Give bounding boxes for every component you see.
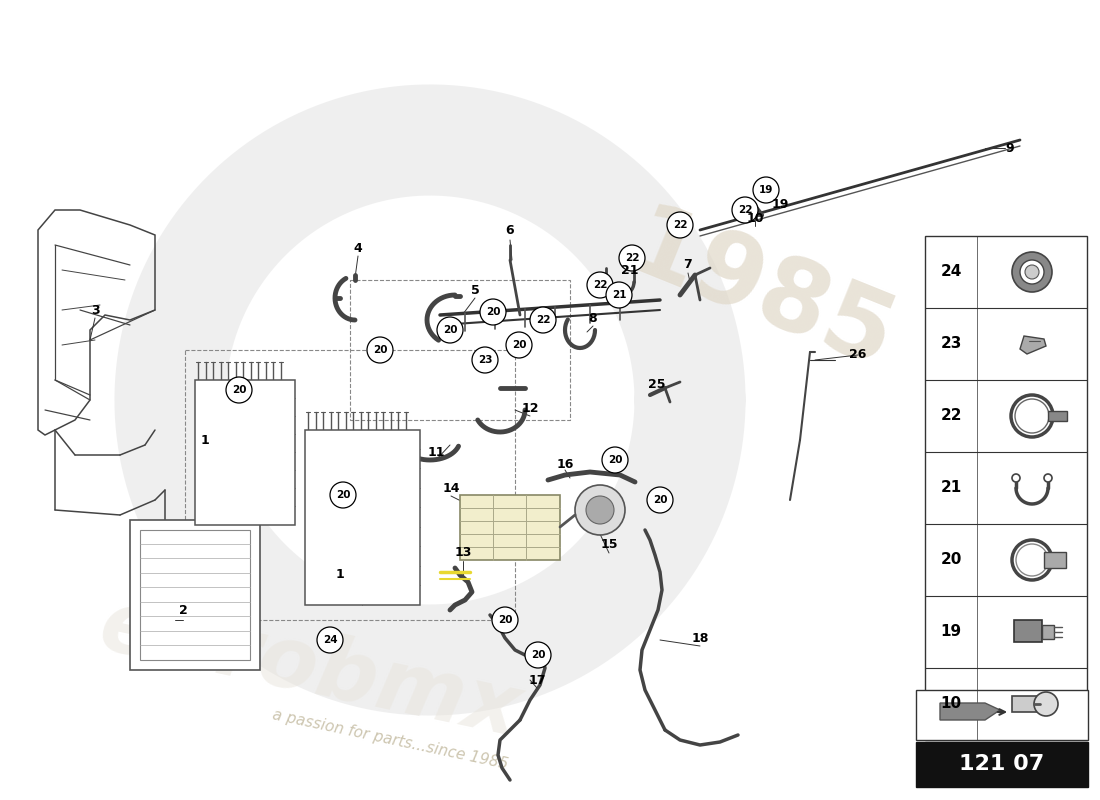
Circle shape — [226, 377, 252, 403]
Circle shape — [575, 485, 625, 535]
Text: 12: 12 — [521, 402, 539, 414]
Text: 14: 14 — [442, 482, 460, 494]
Text: 20: 20 — [940, 553, 961, 567]
Circle shape — [586, 496, 614, 524]
Text: 19: 19 — [771, 198, 789, 211]
Polygon shape — [1048, 411, 1067, 421]
Text: 5: 5 — [471, 283, 480, 297]
Circle shape — [530, 307, 556, 333]
Text: 20: 20 — [486, 307, 500, 317]
Circle shape — [667, 212, 693, 238]
Circle shape — [732, 197, 758, 223]
Text: a passion for parts...since 1985: a passion for parts...since 1985 — [271, 708, 509, 772]
Polygon shape — [130, 520, 260, 670]
Circle shape — [619, 245, 645, 271]
Circle shape — [754, 177, 779, 203]
Polygon shape — [940, 703, 1000, 720]
Text: 22: 22 — [536, 315, 550, 325]
Polygon shape — [140, 530, 250, 660]
Circle shape — [1034, 692, 1058, 716]
Text: 11: 11 — [427, 446, 444, 458]
Circle shape — [1020, 260, 1044, 284]
Text: 10: 10 — [940, 697, 961, 711]
Text: 15: 15 — [601, 538, 618, 551]
Text: 24: 24 — [322, 635, 338, 645]
Text: 23: 23 — [940, 337, 961, 351]
Text: 19: 19 — [759, 185, 773, 195]
Polygon shape — [1020, 336, 1046, 354]
Text: 1: 1 — [200, 434, 209, 446]
Circle shape — [647, 487, 673, 513]
Text: 17: 17 — [528, 674, 546, 686]
Text: 19: 19 — [940, 625, 961, 639]
Polygon shape — [916, 690, 1088, 740]
Text: 20: 20 — [530, 650, 546, 660]
Circle shape — [1044, 474, 1052, 482]
Polygon shape — [1014, 620, 1042, 642]
Circle shape — [437, 317, 463, 343]
Text: 6: 6 — [506, 223, 515, 237]
Polygon shape — [1042, 625, 1054, 639]
Polygon shape — [1012, 696, 1040, 712]
Text: 21: 21 — [621, 263, 639, 277]
Text: 23: 23 — [477, 355, 493, 365]
Polygon shape — [925, 236, 1087, 740]
Circle shape — [1012, 252, 1052, 292]
Circle shape — [606, 282, 632, 308]
Text: 2: 2 — [178, 603, 187, 617]
Text: eurobmx: eurobmx — [92, 585, 528, 755]
Text: 8: 8 — [588, 311, 597, 325]
Text: 18: 18 — [691, 631, 708, 645]
Text: 20: 20 — [336, 490, 350, 500]
Text: 20: 20 — [373, 345, 387, 355]
Text: 20: 20 — [232, 385, 246, 395]
Text: 22: 22 — [593, 280, 607, 290]
Text: 121 07: 121 07 — [959, 754, 1045, 774]
Circle shape — [492, 607, 518, 633]
Text: 3: 3 — [90, 303, 99, 317]
Text: 13: 13 — [454, 546, 472, 559]
Text: 9: 9 — [1005, 142, 1014, 154]
Text: 20: 20 — [442, 325, 458, 335]
Circle shape — [506, 332, 532, 358]
Text: 4: 4 — [353, 242, 362, 254]
Text: 7: 7 — [683, 258, 692, 271]
Text: 20: 20 — [607, 455, 623, 465]
Circle shape — [587, 272, 613, 298]
Text: 20: 20 — [652, 495, 668, 505]
Text: 1985: 1985 — [613, 198, 908, 392]
Text: 21: 21 — [612, 290, 626, 300]
Circle shape — [367, 337, 393, 363]
Text: 22: 22 — [738, 205, 752, 215]
Text: 22: 22 — [625, 253, 639, 263]
Polygon shape — [195, 380, 295, 525]
Circle shape — [602, 447, 628, 473]
Circle shape — [480, 299, 506, 325]
Text: 10: 10 — [746, 211, 763, 225]
Text: 16: 16 — [557, 458, 574, 470]
Text: 26: 26 — [849, 349, 867, 362]
Circle shape — [317, 627, 343, 653]
Text: 25: 25 — [648, 378, 666, 391]
Polygon shape — [1044, 552, 1066, 568]
Circle shape — [1025, 265, 1040, 279]
Text: 21: 21 — [940, 481, 961, 495]
Circle shape — [472, 347, 498, 373]
Circle shape — [330, 482, 356, 508]
Text: 22: 22 — [673, 220, 688, 230]
Text: 20: 20 — [497, 615, 513, 625]
Text: 1: 1 — [336, 569, 344, 582]
Polygon shape — [460, 495, 560, 560]
Text: 24: 24 — [940, 265, 961, 279]
Text: 20: 20 — [512, 340, 526, 350]
Circle shape — [525, 642, 551, 668]
Polygon shape — [305, 430, 420, 605]
Circle shape — [1012, 474, 1020, 482]
Polygon shape — [916, 742, 1088, 787]
Text: 22: 22 — [940, 409, 961, 423]
